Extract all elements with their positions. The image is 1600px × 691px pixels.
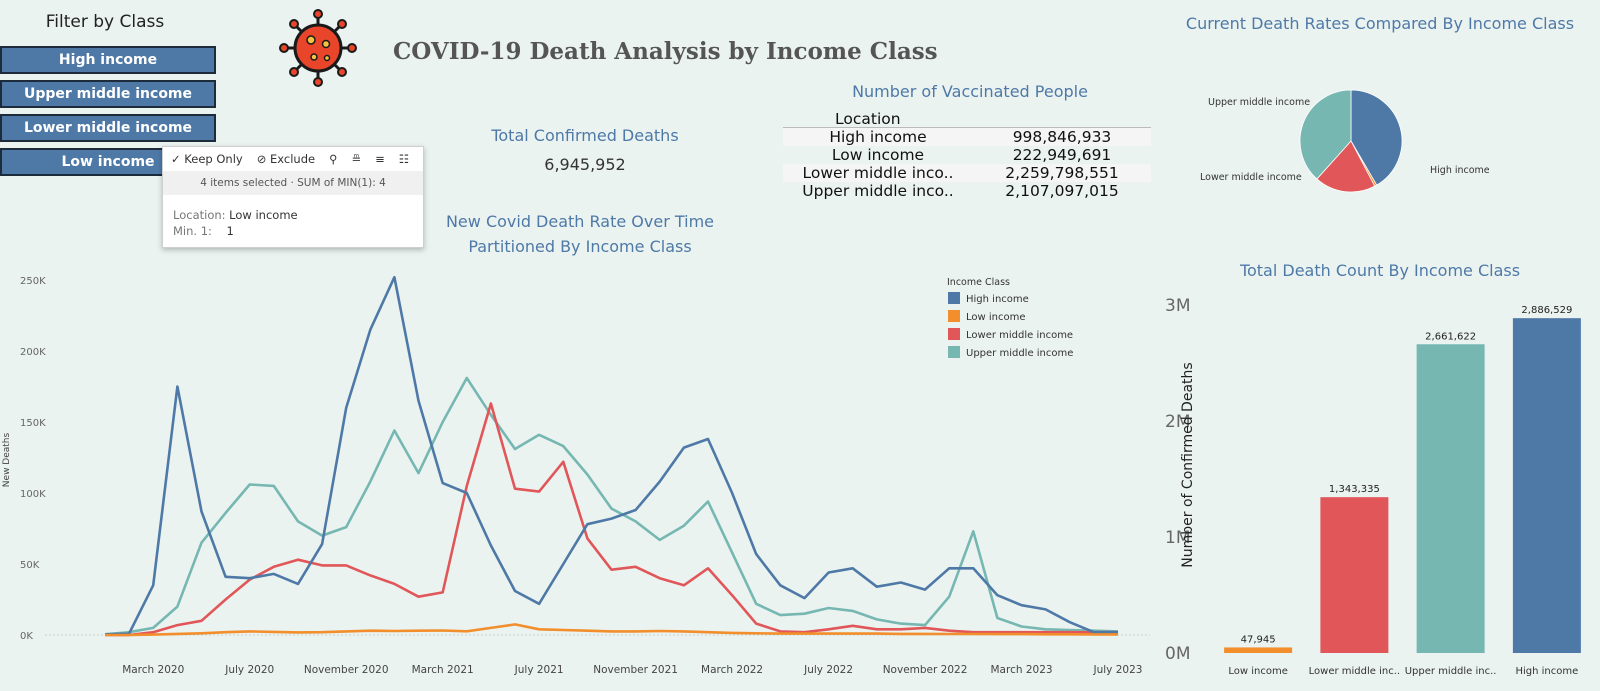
sort-ascending-icon[interactable]: ≞ [351,152,362,166]
filter-title: Filter by Class [45,12,165,32]
y-tick-label: 0M [1165,644,1190,664]
total-deaths-value: 6,945,952 [544,155,626,174]
bar-lower-middle-income[interactable] [1320,497,1389,653]
y-tick-label: 3M [1165,296,1190,316]
legend-swatch[interactable] [948,292,960,304]
pie-slice-high-income[interactable] [1350,89,1403,186]
tooltip-selection-summary: 4 items selected · SUM of MIN(1): 4 [163,171,423,195]
dashboard-title: COVID-19 Death Analysis by Income Class [393,38,938,65]
legend-label[interactable]: Upper middle income [966,348,1073,359]
series-line-high-income[interactable] [104,275,1118,636]
filter-button-lower-middle-income[interactable]: Lower middle income [0,114,216,142]
pie-label: High income [1430,165,1490,176]
y-tick-label: 200K [20,347,46,358]
virus-logo-icon [279,9,357,87]
x-tick-label: July 2021 [514,664,564,676]
x-tick-label: July 2020 [224,664,274,676]
x-tick-label: Lower middle inc.. [1309,666,1400,677]
series-line-lower-middle-income[interactable] [105,402,1118,637]
line-chart-legend: Income Class High income Low income Lower m… [947,277,1073,359]
y-tick-label: 2M [1165,412,1190,432]
pie-label: Upper middle income [1208,97,1310,108]
exclude-icon: ⊘ [256,152,267,166]
tooltip-actions: ✓ Keep Only ⊘ Exclude ⚲ ≞ ≡ ☷ [163,147,423,171]
y-tick-label: 50K [20,560,40,571]
bar-value-label: 47,945 [1241,634,1276,645]
legend-label[interactable]: Lower middle income [966,330,1073,341]
legend-swatch[interactable] [948,328,960,340]
filter-button-upper-middle-income[interactable]: Upper middle income [0,80,216,108]
x-tick-label: November 2020 [304,664,389,676]
bar-value-label: 1,343,335 [1329,484,1380,495]
y-tick-label: 100K [20,489,46,500]
filter-button-high-income[interactable]: High income [0,46,216,74]
bar-value-label: 2,886,529 [1521,305,1572,316]
bar-chart-title: Total Death Count By Income Class [1239,261,1521,280]
table-row: Lower middle inco.. 2,259,798,551 [783,164,1151,182]
x-tick-label: July 2022 [803,664,853,676]
table-row: High income 998,846,933 [783,128,1151,146]
group-icon[interactable]: ⚲ [329,152,338,166]
pie-chart-title: Current Death Rates Compared By Income C… [1185,14,1575,33]
legend-label[interactable]: Low income [966,312,1026,323]
pie-slice-upper-middle-income[interactable] [1299,89,1352,180]
pie-slice-lower-middle-income[interactable] [1316,140,1376,193]
x-tick-label: March 2021 [412,664,474,676]
legend-label[interactable]: High income [966,294,1029,305]
x-tick-label: November 2021 [593,664,678,676]
y-tick-label: 0K [20,631,33,642]
tooltip-location-row: Location: Low income [173,208,298,222]
y-tick-label: 150K [20,418,46,429]
x-tick-label: November 2022 [883,664,968,676]
series-line-upper-middle-income[interactable] [104,376,1119,636]
table-row: Upper middle inco.. 2,107,097,015 [783,182,1151,200]
bar-upper-middle-income[interactable] [1416,344,1485,653]
vaccinated-title: Number of Vaccinated People [852,82,1088,101]
bar-value-label: 2,661,622 [1425,331,1476,342]
total-deaths-title: Total Confirmed Deaths [491,126,679,145]
pie-label: Lower middle income [1200,172,1302,183]
line-chart: 0K 50K 100K 150K 200K 250K New Deaths March 202… [2,275,1150,676]
pie-chart: Upper middle income Lower middle income Hi… [1200,89,1490,193]
table-row: Low income 222,949,691 [783,146,1151,164]
line-chart-title: New Covid Death Rate Over Time Partition… [445,212,715,256]
selection-tooltip: ✓ Keep Only ⊘ Exclude ⚲ ≞ ≡ ☷ 4 items se… [162,146,424,248]
bar-chart: 0M 1M 2M 3M Number of Confirmed Deaths 47,945… [1165,296,1581,677]
bar-low-income[interactable] [1224,647,1293,653]
sort-descending-icon[interactable]: ≡ [375,152,385,166]
x-tick-label: July 2023 [1093,664,1143,676]
exclude-button[interactable]: ⊘ Exclude [256,152,316,166]
vaccinated-table: Location High income 998,846,933 Low inco… [783,110,1151,200]
y-axis-label: New Deaths [2,432,12,487]
y-tick-label: 250K [20,276,46,287]
y-axis-label: Number of Confirmed Deaths [1180,362,1196,567]
x-tick-label: March 2020 [122,664,184,676]
x-tick-label: High income [1515,666,1578,677]
vaccinated-column-header: Location [783,110,1151,128]
keep-only-button[interactable]: ✓ Keep Only [171,152,243,166]
x-tick-label: Upper middle inc.. [1405,666,1497,677]
view-data-icon[interactable]: ☷ [398,152,410,166]
legend-swatch[interactable] [948,346,960,358]
legend-title: Income Class [947,277,1010,288]
y-tick-label: 1M [1165,528,1190,548]
bar-high-income[interactable] [1512,318,1581,653]
check-icon: ✓ [171,152,181,166]
x-tick-label: March 2023 [990,664,1052,676]
legend-swatch[interactable] [948,310,960,322]
x-tick-label: Low income [1228,666,1288,677]
series-line-low-income[interactable] [105,623,1118,637]
tooltip-min-row: Min. 1: 1 [173,224,234,238]
x-tick-label: March 2022 [701,664,763,676]
